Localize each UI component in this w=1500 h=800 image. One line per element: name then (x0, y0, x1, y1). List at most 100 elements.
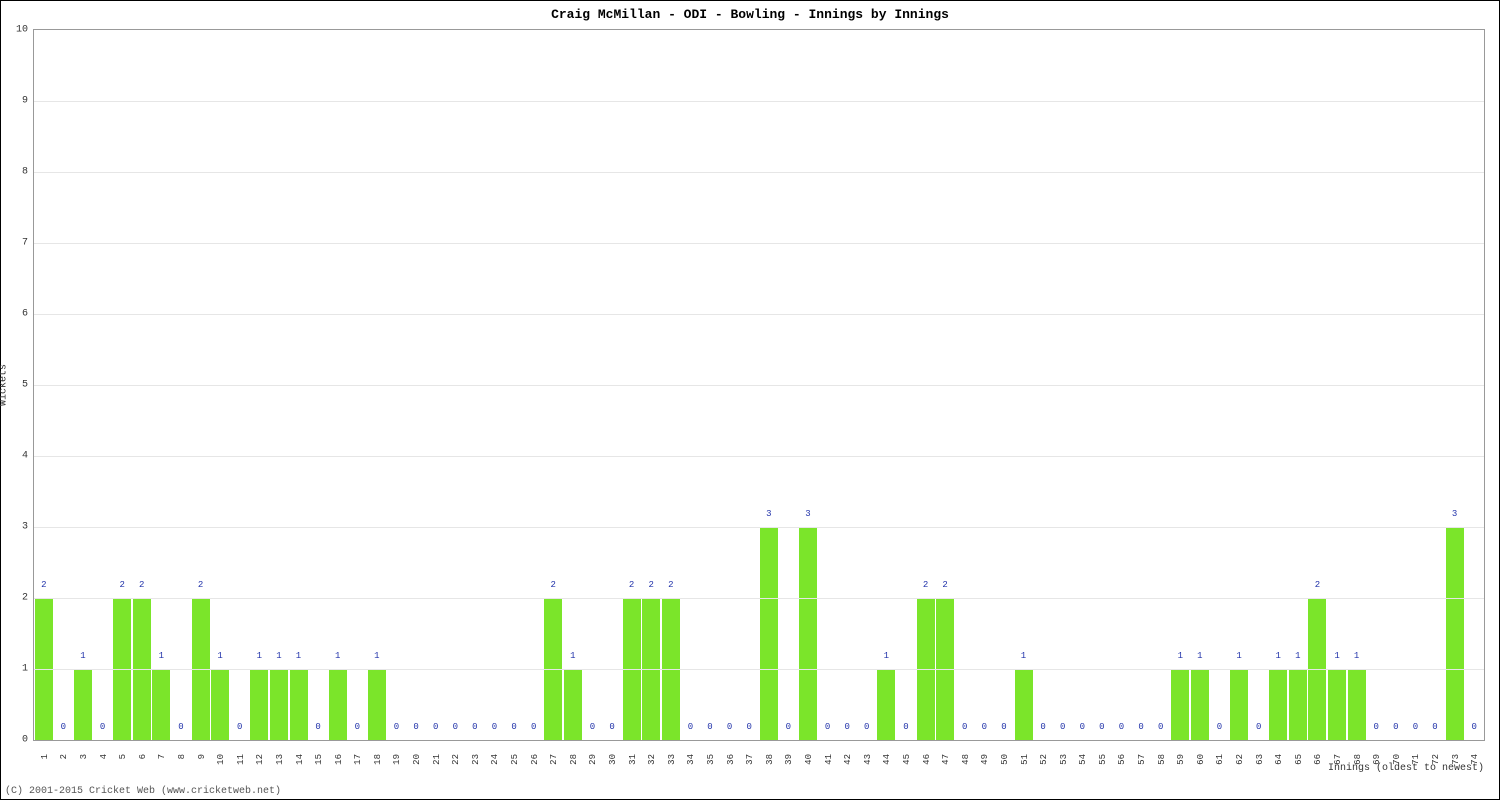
bar-value-label: 3 (805, 509, 810, 519)
x-tick-label: 13 (275, 754, 285, 765)
bar (1289, 669, 1307, 740)
bar-value-label: 0 (1040, 722, 1045, 732)
bar-value-label: 1 (374, 651, 379, 661)
bar-value-label: 0 (511, 722, 516, 732)
x-tick-label: 69 (1372, 754, 1382, 765)
y-tick-label: 8 (22, 167, 28, 178)
bar-value-label: 2 (923, 580, 928, 590)
bar-value-label: 1 (296, 651, 301, 661)
bar (250, 669, 268, 740)
bar-value-label: 1 (257, 651, 262, 661)
x-tick-label: 71 (1411, 754, 1421, 765)
bar-value-label: 0 (237, 722, 242, 732)
bar (1230, 669, 1248, 740)
x-tick-label: 18 (373, 754, 383, 765)
x-tick-label: 22 (451, 754, 461, 765)
bar-value-label: 0 (531, 722, 536, 732)
x-tick-label: 4 (99, 754, 109, 759)
bar-value-label: 2 (198, 580, 203, 590)
x-tick-label: 21 (432, 754, 442, 765)
grid-line (34, 456, 1484, 457)
x-tick-label: 34 (686, 754, 696, 765)
bar-value-label: 1 (1276, 651, 1281, 661)
grid-line (34, 385, 1484, 386)
bar-value-label: 0 (472, 722, 477, 732)
bar-value-label: 0 (727, 722, 732, 732)
x-tick-label: 9 (197, 754, 207, 759)
bar (799, 527, 817, 740)
x-tick-label: 74 (1470, 754, 1480, 765)
x-tick-label: 66 (1313, 754, 1323, 765)
bar (1171, 669, 1189, 740)
x-tick-label: 43 (863, 754, 873, 765)
bar-value-label: 2 (119, 580, 124, 590)
x-tick-label: 40 (804, 754, 814, 765)
x-tick-label: 5 (118, 754, 128, 759)
bar (564, 669, 582, 740)
x-tick-label: 17 (353, 754, 363, 765)
bar-value-label: 0 (1432, 722, 1437, 732)
bar-value-label: 1 (1295, 651, 1300, 661)
bar-value-label: 1 (1354, 651, 1359, 661)
x-tick-label: 25 (510, 754, 520, 765)
bar-value-label: 0 (394, 722, 399, 732)
grid-line (34, 243, 1484, 244)
bar-value-label: 0 (864, 722, 869, 732)
bar-value-label: 0 (982, 722, 987, 732)
bar-value-label: 0 (825, 722, 830, 732)
bar-value-label: 3 (1452, 509, 1457, 519)
x-tick-label: 42 (843, 754, 853, 765)
bar-value-label: 0 (844, 722, 849, 732)
bar-value-label: 0 (1393, 722, 1398, 732)
bar-value-label: 1 (1021, 651, 1026, 661)
bar-value-label: 0 (1471, 722, 1476, 732)
x-tick-label: 1 (40, 754, 50, 759)
bar-value-label: 0 (61, 722, 66, 732)
bar (1348, 669, 1366, 740)
x-tick-label: 8 (177, 754, 187, 759)
x-tick-label: 14 (295, 754, 305, 765)
bar-value-label: 0 (492, 722, 497, 732)
y-tick-label: 1 (22, 664, 28, 675)
x-tick-label: 72 (1431, 754, 1441, 765)
bar-value-label: 0 (1099, 722, 1104, 732)
x-tick-label: 23 (471, 754, 481, 765)
bar-value-label: 0 (1060, 722, 1065, 732)
bar-value-label: 1 (1197, 651, 1202, 661)
bar-value-label: 0 (1119, 722, 1124, 732)
x-tick-label: 60 (1196, 754, 1206, 765)
bar-value-label: 2 (41, 580, 46, 590)
bar-value-label: 0 (590, 722, 595, 732)
x-tick-label: 47 (941, 754, 951, 765)
grid-line (34, 172, 1484, 173)
bar-value-label: 0 (1158, 722, 1163, 732)
x-tick-label: 7 (157, 754, 167, 759)
bar-value-label: 0 (433, 722, 438, 732)
x-tick-label: 38 (765, 754, 775, 765)
bar-value-label: 1 (1236, 651, 1241, 661)
x-tick-label: 39 (784, 754, 794, 765)
bar-value-label: 0 (413, 722, 418, 732)
bar (1269, 669, 1287, 740)
bar (290, 669, 308, 740)
x-tick-label: 11 (236, 754, 246, 765)
chart-title: Craig McMillan - ODI - Bowling - Innings… (1, 7, 1499, 22)
x-tick-label: 44 (882, 754, 892, 765)
chart-container: Craig McMillan - ODI - Bowling - Innings… (0, 0, 1500, 800)
x-tick-label: 33 (667, 754, 677, 765)
bar-value-label: 0 (1001, 722, 1006, 732)
bar-value-label: 0 (355, 722, 360, 732)
grid-line (34, 669, 1484, 670)
y-tick-label: 6 (22, 309, 28, 320)
x-tick-label: 49 (980, 754, 990, 765)
x-tick-label: 30 (608, 754, 618, 765)
x-tick-label: 37 (745, 754, 755, 765)
grid-line (34, 101, 1484, 102)
bar-value-label: 2 (139, 580, 144, 590)
bar-value-label: 0 (786, 722, 791, 732)
bar-value-label: 2 (629, 580, 634, 590)
x-tick-label: 41 (824, 754, 834, 765)
bar-value-label: 1 (1334, 651, 1339, 661)
bar-value-label: 0 (903, 722, 908, 732)
bar-value-label: 1 (1178, 651, 1183, 661)
